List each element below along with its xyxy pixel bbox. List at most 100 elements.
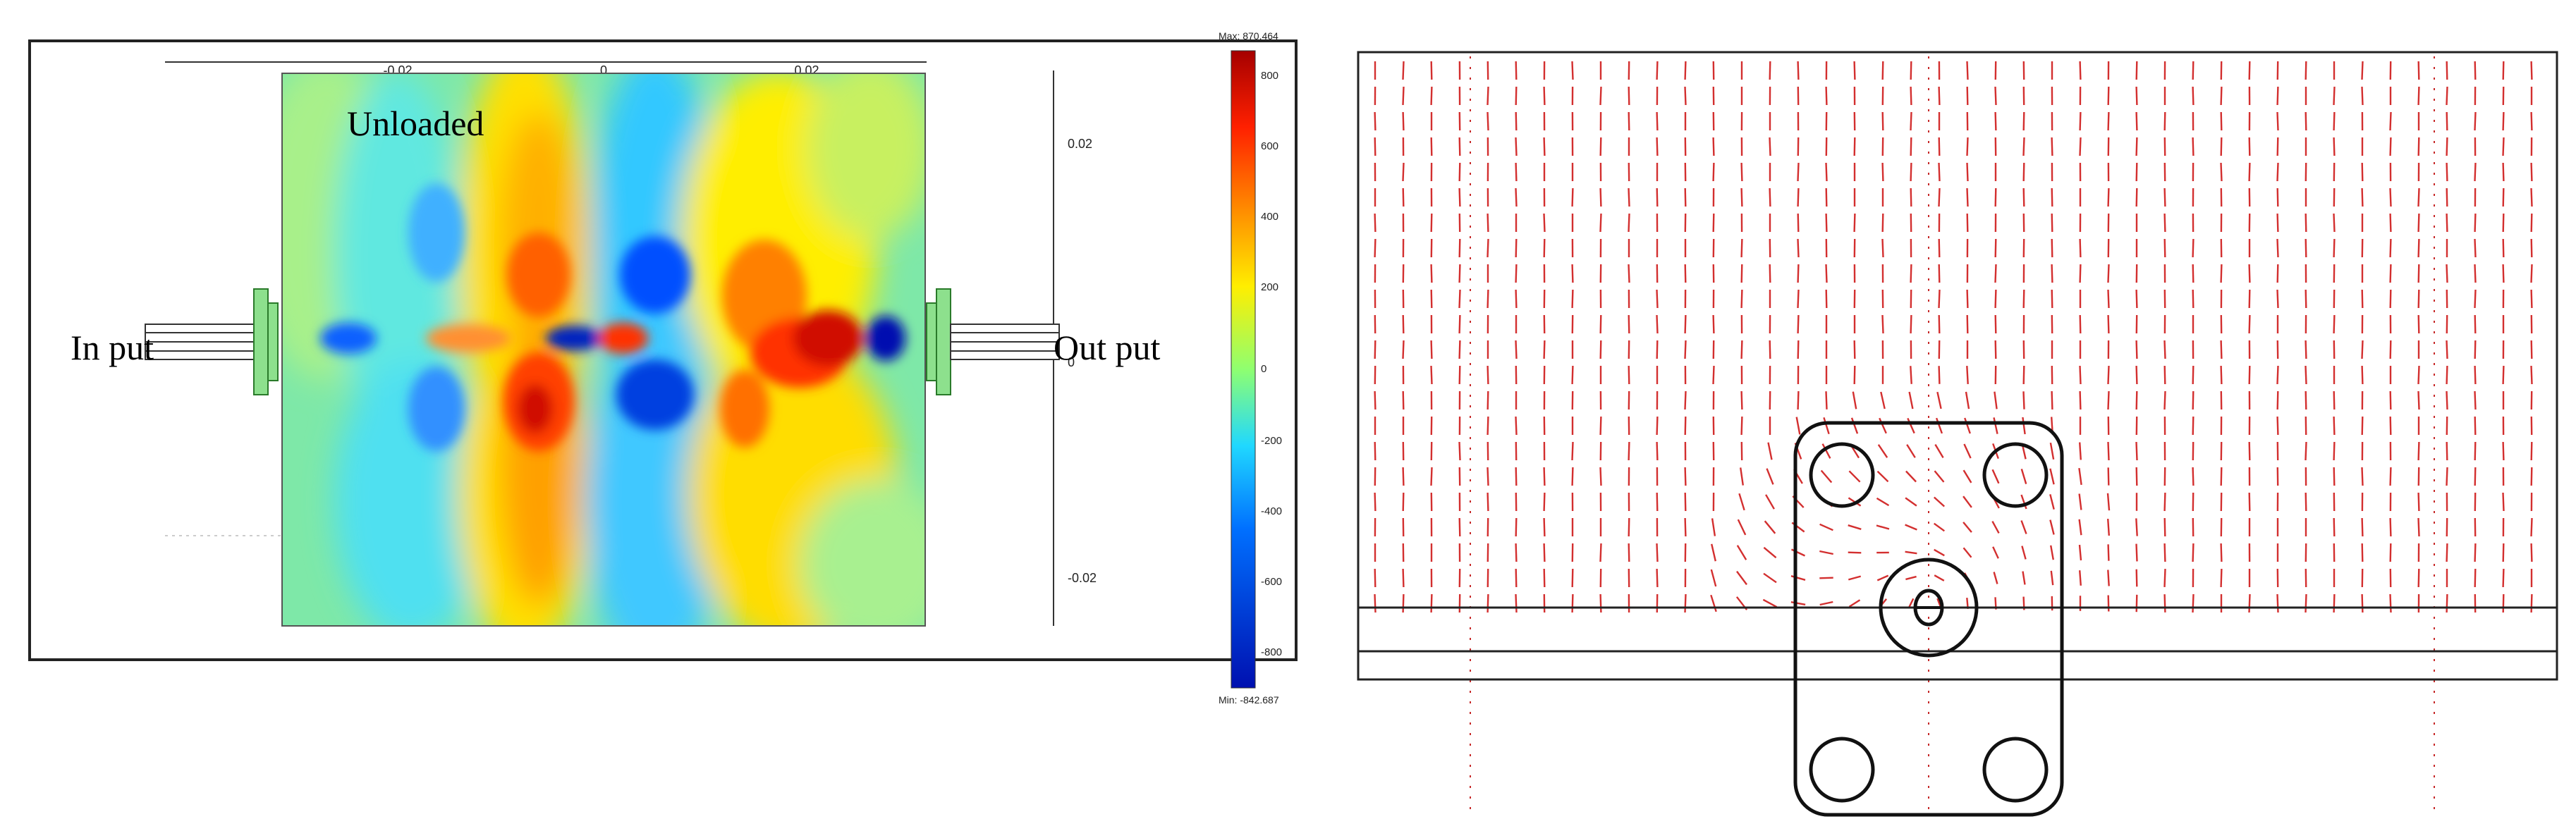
field-vector (2165, 366, 2166, 384)
field-vector (2447, 467, 2448, 486)
field-vector (1910, 366, 1911, 384)
field-vector (1516, 417, 1517, 435)
field-vector (1967, 87, 1968, 105)
field-vector (1375, 340, 1376, 359)
field-vector (1967, 61, 1968, 80)
field-vector (1403, 112, 1404, 130)
field-vector (1966, 392, 1969, 409)
field-vector (1939, 163, 1940, 181)
field-vector (2475, 112, 2476, 130)
field-vector (2475, 340, 2476, 359)
field-vector (2052, 137, 2053, 156)
field-vector (1826, 214, 1827, 232)
plot-title: Unloaded (347, 104, 484, 143)
field-vector (2165, 493, 2166, 511)
field-vector (1797, 417, 1800, 435)
input-port (145, 289, 278, 395)
field-vector (1629, 518, 1630, 536)
field-vector (1712, 518, 1715, 536)
field-vector (2165, 518, 2166, 536)
field-vector (1403, 493, 1404, 511)
field-vector (1821, 471, 1832, 483)
field-vector (1935, 471, 1944, 482)
field-vector (2334, 214, 2335, 232)
field-vector (1375, 391, 1376, 410)
field-vector (2221, 366, 2222, 384)
field-vector (1516, 543, 1517, 562)
field-vector (1798, 188, 1799, 207)
field-vector (2052, 391, 2053, 410)
field-vector (2193, 594, 2194, 613)
field-vector (2334, 87, 2335, 105)
field-vector (2306, 366, 2307, 384)
field-vector (1911, 188, 1912, 207)
field-vector (2050, 494, 2053, 509)
field-vector (2306, 112, 2307, 130)
field-vector (1993, 469, 1999, 483)
field-vector (1939, 264, 1940, 283)
output-port (927, 289, 1059, 395)
field-vector (2306, 594, 2307, 613)
field-vector (2165, 340, 2166, 359)
field-vector (2080, 61, 2081, 80)
field-vector (1848, 525, 1862, 529)
field-vector (1739, 493, 1744, 510)
field-vector (2023, 572, 2025, 585)
field-vector (2080, 545, 2081, 560)
input-label: In put (71, 328, 154, 367)
field-vector (2334, 467, 2335, 486)
field-vector (2306, 239, 2307, 257)
field-vector (2193, 366, 2194, 384)
field-vector (1770, 61, 1771, 80)
vector-field-outer-frame (1358, 52, 2557, 679)
field-vector (2362, 340, 2363, 359)
mounting-hole (1984, 444, 2046, 506)
colorbar-tick: 800 (1261, 70, 1278, 82)
field-vector (1488, 391, 1489, 410)
field-vector (2221, 467, 2222, 486)
field-vector (2022, 469, 2026, 484)
field-vector (2080, 315, 2081, 333)
field-vector (1967, 163, 1968, 181)
field-vector (1911, 315, 1912, 333)
field-vector (1488, 239, 1489, 257)
field-vector (2306, 493, 2307, 511)
field-vector (1911, 61, 1912, 80)
field-vector (2334, 518, 2335, 536)
field-vector (2475, 214, 2476, 232)
field-vector (1685, 61, 1686, 80)
field-vector (1798, 214, 1799, 232)
field-vector (1939, 188, 1940, 207)
field-vector (1516, 112, 1517, 130)
field-vector (1685, 594, 1686, 613)
field-vector (1737, 572, 1747, 585)
field-vector (1403, 188, 1404, 207)
field-vector (2334, 594, 2335, 613)
field-vector (2447, 214, 2448, 232)
field-vector (1403, 163, 1404, 181)
field-vector (2221, 569, 2222, 587)
field-vector (2193, 264, 2194, 283)
field-vector (1765, 521, 1776, 534)
colorbar-tick: 0 (1261, 363, 1266, 375)
guide-lines (1470, 56, 2434, 818)
field-vector (1819, 551, 1833, 554)
field-vector (1740, 467, 1743, 485)
field-vector (1685, 87, 1686, 105)
field-vector (2362, 163, 2363, 181)
field-vector (2475, 239, 2476, 257)
color-scale: Max: 870.464 800 600 400 200 0 -200 -400… (1213, 25, 1319, 716)
field-vector (2136, 518, 2137, 536)
vector-field-panel (1333, 28, 2576, 827)
field-vector (1826, 391, 1827, 410)
field-vector (1852, 418, 1857, 433)
field-vector (1770, 137, 1771, 156)
field-vector (1879, 418, 1886, 433)
field-vector (2108, 366, 2109, 384)
colorbar-max-label: Max: 870.464 (1219, 30, 1278, 42)
colorbar-tick: -600 (1261, 576, 1282, 588)
field-vector (1488, 366, 1489, 384)
field-vector (2447, 61, 2448, 80)
field-vector (1685, 315, 1686, 333)
field-vector (1770, 340, 1771, 359)
